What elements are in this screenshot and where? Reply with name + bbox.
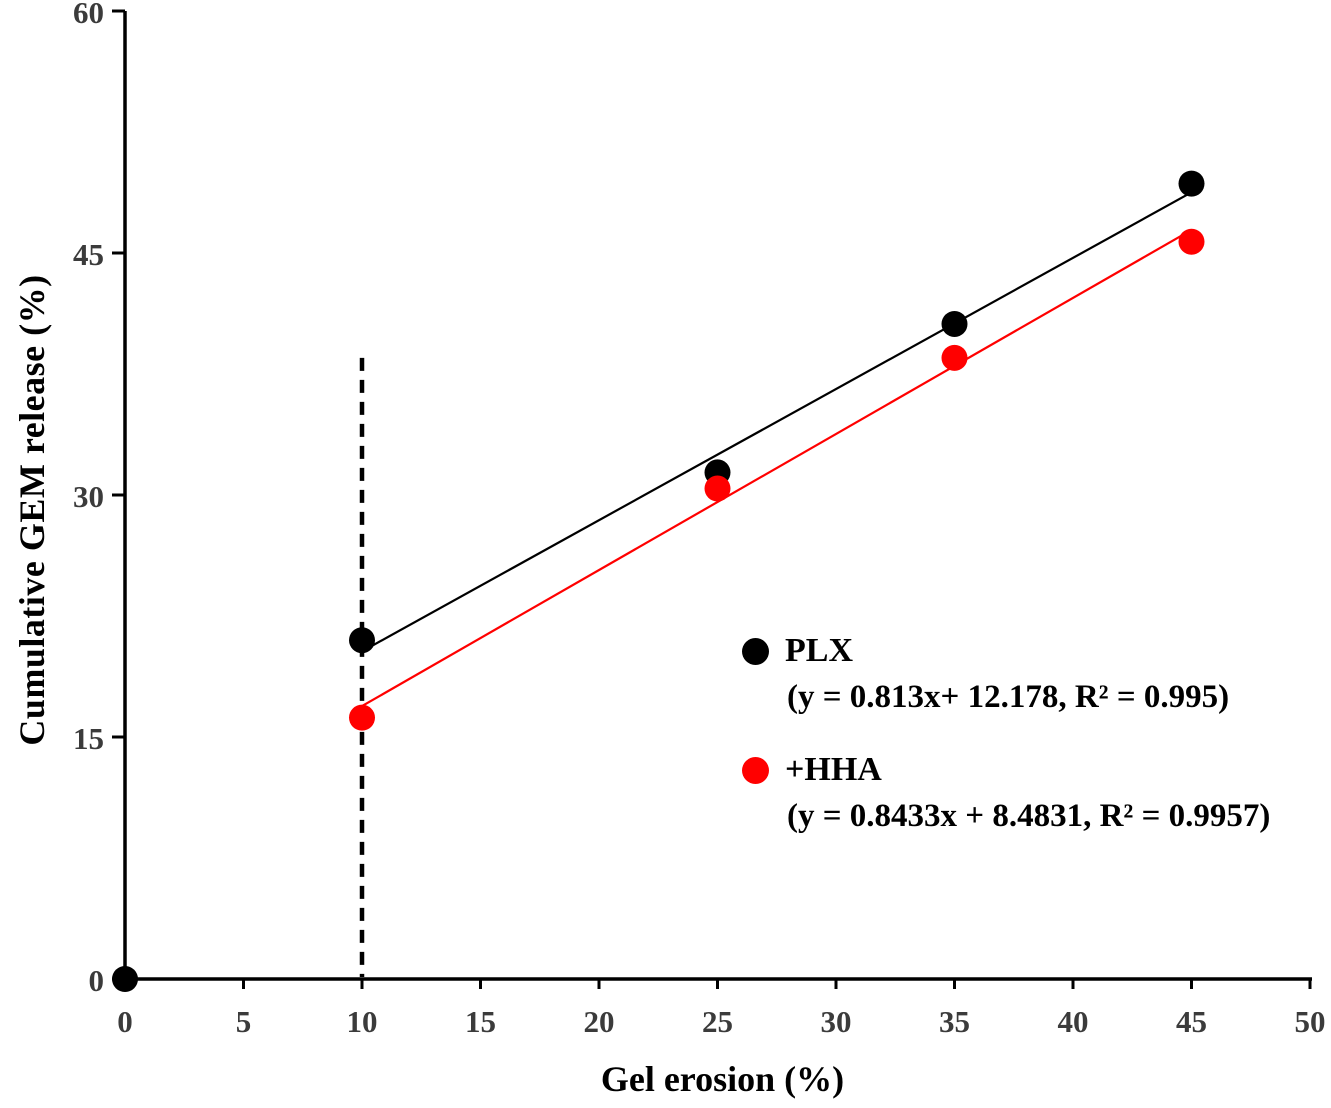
hha-series-label: +HHA (785, 751, 882, 788)
x-tick-label: 20 (583, 1004, 615, 1039)
hha-data-point (941, 344, 968, 371)
hha-series-marker-icon (742, 756, 769, 784)
x-tick-label: 25 (702, 1004, 733, 1039)
hha-data-point (349, 704, 375, 731)
plx-data-point (941, 310, 968, 337)
x-tick-label: 5 (235, 1004, 252, 1039)
hha-equation-label: (y = 0.8433x + 8.4831, R² = 0.9957) (787, 798, 1271, 834)
plx-series-marker-icon (742, 637, 769, 665)
x-tick-label: 50 (1294, 1004, 1326, 1039)
plx-data-point (1178, 170, 1205, 197)
y-tick-label: 60 (73, 0, 104, 30)
plx-trendline (361, 191, 1193, 653)
plx-data-point (112, 966, 138, 992)
x-tick-label: 10 (346, 1004, 378, 1039)
x-tick-label: 30 (820, 1004, 852, 1039)
hha-data-point (704, 475, 731, 502)
y-tick-label: 15 (73, 721, 104, 756)
legend-entry-plx: PLX (y = 0.813x+ 12.178, R² = 0.995) (742, 628, 1270, 720)
hha-trendline (361, 228, 1193, 708)
x-tick-label: 0 (117, 1004, 133, 1039)
legend: PLX (y = 0.813x+ 12.178, R² = 0.995) +HH… (742, 628, 1270, 839)
y-tick-label: 0 (88, 963, 105, 998)
y-tick-label: 45 (73, 237, 104, 272)
y-tick-label: 30 (73, 479, 104, 514)
legend-entry-hha: +HHA (y = 0.8433x + 8.4831, R² = 0.9957) (742, 747, 1270, 839)
y-axis-title: Cumulative GEM release (%) (12, 274, 52, 746)
hha-data-point (1178, 228, 1205, 255)
x-tick-label: 45 (1176, 1004, 1207, 1039)
plx-equation-label: (y = 0.813x+ 12.178, R² = 0.995) (787, 679, 1230, 715)
plx-data-point (349, 627, 375, 654)
x-tick-label: 15 (465, 1004, 496, 1039)
plx-series-label: PLX (785, 632, 853, 669)
x-tick-label: 40 (1057, 1004, 1089, 1039)
x-tick-label: 35 (939, 1004, 970, 1039)
x-axis-title: Gel erosion (%) (600, 1059, 845, 1099)
